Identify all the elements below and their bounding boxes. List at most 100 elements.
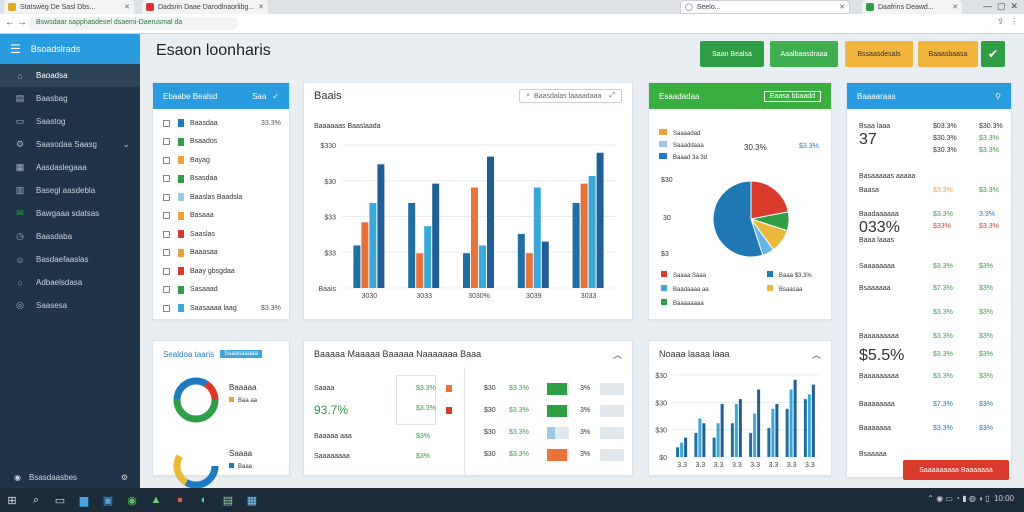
bar[interactable]	[793, 379, 797, 457]
back-icon[interactable]: ←	[5, 17, 15, 28]
bar[interactable]	[738, 399, 742, 457]
edge-icon[interactable]: ◐	[200, 494, 208, 506]
sidebar-item-home[interactable]: ⌂ Baoadsa	[0, 64, 140, 87]
bar[interactable]	[811, 384, 815, 457]
list-item[interactable]: Saaslas	[163, 228, 283, 240]
list-item[interactable]: Baay gbsgdaa	[163, 265, 283, 277]
bar[interactable]	[720, 403, 724, 457]
bar[interactable]	[487, 156, 494, 288]
bar[interactable]	[463, 253, 470, 288]
share-icon[interactable]: ⇪	[997, 17, 1004, 26]
gear-icon[interactable]: ⚙	[120, 473, 128, 482]
list-item[interactable]: Baasdaa 33.3%	[163, 117, 283, 129]
list-item[interactable]: Baaslas Baadsla	[163, 191, 283, 203]
bar[interactable]	[680, 442, 684, 457]
bar[interactable]	[789, 389, 793, 457]
hamburger-icon[interactable]: ☰	[10, 42, 21, 56]
explorer-icon[interactable]: ▆	[79, 494, 89, 507]
bar[interactable]	[432, 183, 440, 288]
toolbar-button-2[interactable]: Aaalbaasdraaa	[770, 41, 838, 67]
bar[interactable]	[479, 245, 486, 288]
checkbox[interactable]	[163, 119, 170, 127]
close-icon[interactable]: ✕	[258, 4, 264, 11]
chart-search-input[interactable]: ⌕ Baasdalas laaaadaaa ⤢	[519, 89, 622, 103]
checkbox[interactable]	[163, 230, 170, 238]
bar[interactable]	[694, 432, 698, 457]
bar[interactable]	[416, 253, 424, 288]
sidebar-item-report[interactable]: ○ Adbaelsdasa	[0, 271, 140, 294]
bar[interactable]	[676, 447, 680, 457]
bar[interactable]	[698, 418, 702, 457]
alert-button[interactable]: Saaaaaaaaa Baaaaaaa	[903, 460, 1009, 480]
bar[interactable]	[533, 187, 541, 288]
chevron-up-icon[interactable]: ︿	[811, 349, 821, 360]
pie-action-button[interactable]: Eaasa bbaadd	[763, 90, 821, 102]
checkbox[interactable]	[163, 286, 170, 293]
sidebar-item-settings[interactable]: ⚙ Saasodaa Saasg ⌄	[15, 139, 130, 149]
sidebar-item-globe[interactable]: ◎ Saasesa	[0, 294, 140, 317]
pie-slice[interactable]	[750, 180, 789, 220]
browser-search-tab[interactable]: ◯ Seelo... ✕	[680, 0, 850, 14]
bar[interactable]	[684, 437, 688, 457]
check-icon[interactable]: ✓	[272, 91, 279, 101]
start-icon[interactable]: ⊞	[7, 494, 17, 507]
checkbox[interactable]	[163, 267, 170, 275]
chevron-down-icon[interactable]: ⌄	[122, 139, 130, 149]
browser-tab[interactable]: Dadsrin Daae Darodlnaorlibg... ✕	[142, 0, 268, 14]
bar[interactable]	[771, 408, 775, 457]
bar[interactable]	[716, 423, 720, 457]
bar[interactable]	[361, 222, 369, 288]
taskview-icon[interactable]: ▭	[54, 494, 66, 507]
bar[interactable]	[377, 164, 385, 288]
toolbar-button-3[interactable]: Bssaasdesals	[845, 41, 913, 67]
bar[interactable]	[541, 241, 549, 288]
app-icon[interactable]: ▤	[222, 494, 234, 507]
bar[interactable]	[712, 437, 716, 457]
checkbox[interactable]	[163, 193, 170, 201]
close-icon[interactable]: ✕	[952, 4, 958, 11]
checkbox[interactable]	[163, 156, 170, 164]
bar[interactable]	[525, 253, 533, 288]
chrome-icon[interactable]: ◉	[127, 494, 137, 507]
pie-slice[interactable]	[712, 180, 764, 258]
bar[interactable]	[408, 202, 416, 288]
checkbox[interactable]	[163, 304, 170, 312]
bar[interactable]	[730, 423, 734, 457]
url-field[interactable]: Bswsdaar sapphasdesel dsaemi-Daerusmal d…	[28, 17, 238, 30]
checkbox[interactable]	[163, 138, 170, 145]
sidebar-item-folder[interactable]: ▭ Saastog	[15, 116, 66, 126]
sidebar-item-table[interactable]: ▥ Basegl aasdebla	[15, 185, 96, 195]
expand-icon[interactable]: ⤢	[609, 92, 615, 99]
check-button[interactable]: ✔	[981, 41, 1005, 67]
bar[interactable]	[517, 233, 525, 288]
bar[interactable]	[775, 403, 779, 457]
bar[interactable]	[702, 423, 706, 457]
bar[interactable]	[353, 245, 361, 288]
menu-icon[interactable]: ⋮	[1010, 17, 1018, 26]
bar[interactable]	[753, 413, 757, 457]
bar[interactable]	[588, 175, 596, 288]
search-icon[interactable]: ⌕	[32, 493, 40, 506]
checkbox[interactable]	[163, 212, 170, 219]
sidebar-footer[interactable]: ◉ Bsasdaasbes ⚙	[14, 473, 128, 482]
bar[interactable]	[785, 408, 789, 457]
list-item[interactable]: Bayag	[163, 154, 283, 166]
window-controls[interactable]: — ▢ ✕	[982, 1, 1018, 11]
bar[interactable]	[369, 202, 377, 288]
browser-tab[interactable]: Statsweg De Sasl Dbs... ✕	[4, 0, 134, 14]
sidebar-item-mail[interactable]: ✉ Bawgaaa sdatsas	[0, 202, 140, 225]
store-icon[interactable]: ▣	[102, 494, 114, 507]
bar[interactable]	[757, 389, 761, 457]
sidebar-item-clock[interactable]: ◷ Baasdaba	[0, 225, 140, 248]
checkbox[interactable]	[163, 249, 170, 256]
system-tray[interactable]: ⌃ ◉ ▭ ◔ ▮ ◍ ◑ ▯ 10:00	[927, 494, 1014, 503]
sidebar-item-calendar[interactable]: ▦ Aasdaslegaaa	[15, 162, 87, 172]
bar[interactable]	[734, 403, 738, 457]
bar[interactable]	[803, 399, 807, 457]
bar[interactable]	[424, 226, 432, 288]
toolbar-button-1[interactable]: Saan Bealsa	[700, 41, 764, 67]
sidebar-item-chart[interactable]: ▤ Baasbag	[15, 93, 68, 103]
app-icon[interactable]: ▦	[246, 494, 258, 507]
browser-tab[interactable]: Daafrins Deawd... ✕	[862, 0, 962, 14]
list-item[interactable]: Bsasdaa	[163, 173, 283, 185]
